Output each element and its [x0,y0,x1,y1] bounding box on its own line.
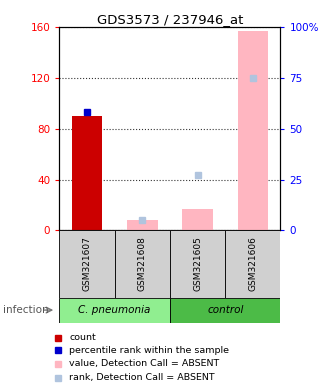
Text: C. pneumonia: C. pneumonia [79,305,151,315]
Bar [59,230,115,298]
Bar [238,31,268,230]
Text: count: count [69,333,96,342]
Bar [170,298,280,323]
Title: GDS3573 / 237946_at: GDS3573 / 237946_at [97,13,243,26]
Text: value, Detection Call = ABSENT: value, Detection Call = ABSENT [69,359,220,368]
Bar [225,230,280,298]
Bar [170,230,225,298]
Text: GSM321608: GSM321608 [138,237,147,291]
Bar [127,220,157,230]
Bar [59,298,170,323]
Text: percentile rank within the sample: percentile rank within the sample [69,346,229,355]
Text: rank, Detection Call = ABSENT: rank, Detection Call = ABSENT [69,373,215,382]
Text: GSM321606: GSM321606 [248,237,257,291]
Text: GSM321607: GSM321607 [82,237,91,291]
Bar [182,209,213,230]
Text: GSM321605: GSM321605 [193,237,202,291]
Bar [115,230,170,298]
Bar [72,116,102,230]
Text: infection: infection [3,305,49,315]
Text: control: control [207,305,244,315]
